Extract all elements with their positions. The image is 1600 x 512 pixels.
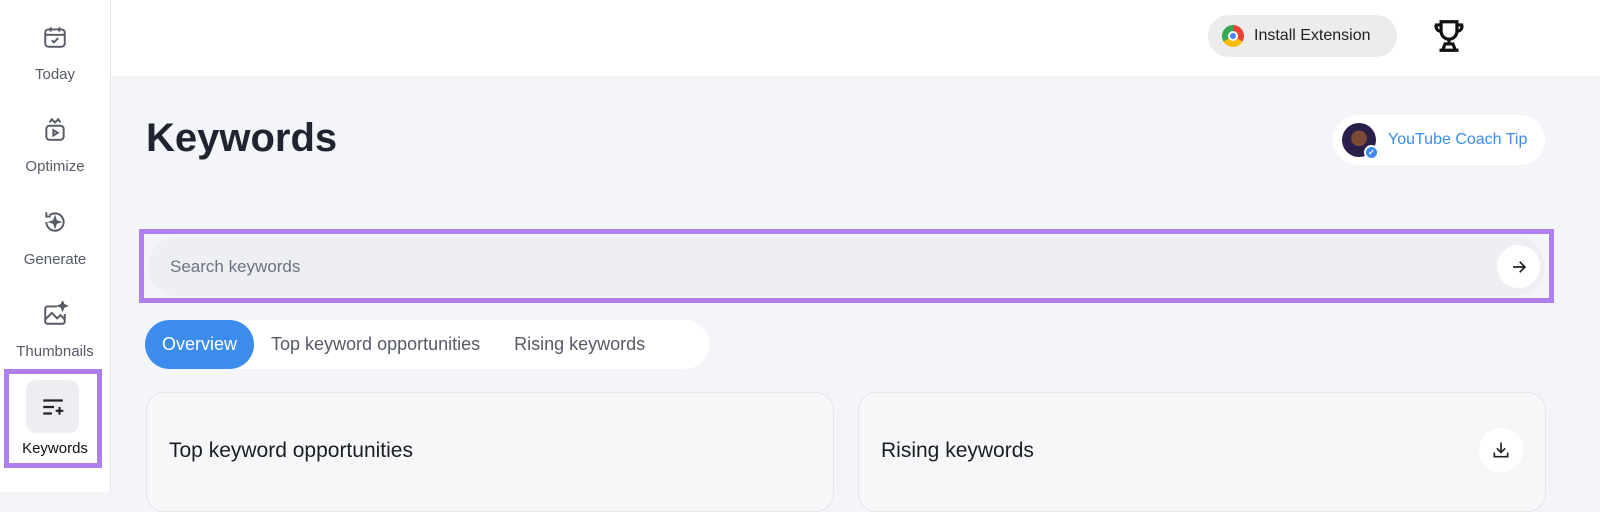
top-keyword-opportunities-card: Top keyword opportunities bbox=[146, 392, 834, 512]
search-highlight bbox=[139, 229, 1554, 303]
page-title: Keywords bbox=[146, 116, 338, 160]
install-extension-label: Install Extension bbox=[1254, 27, 1371, 44]
trophy-icon[interactable] bbox=[1430, 17, 1468, 55]
sidebar-item-label: Thumbnails bbox=[16, 343, 94, 360]
avatar: ✓ bbox=[1342, 123, 1379, 160]
image-sparkle-icon bbox=[44, 301, 68, 325]
list-plus-icon bbox=[42, 398, 63, 415]
sidebar-item-label: Generate bbox=[23, 251, 87, 268]
sidebar-item-label: Optimize bbox=[25, 158, 85, 175]
verified-check-icon: ✓ bbox=[1364, 145, 1379, 160]
sidebar-item-keywords[interactable] bbox=[26, 380, 79, 433]
sidebar-item-today[interactable]: Today bbox=[0, 24, 110, 83]
tab-bar: Overview Top keyword opportunities Risin… bbox=[145, 320, 709, 369]
sidebar-item-thumbnails[interactable]: Thumbnails bbox=[0, 301, 110, 360]
sidebar-item-label: Keywords bbox=[22, 440, 88, 457]
search-submit-button[interactable] bbox=[1497, 245, 1540, 288]
arrow-right-icon bbox=[1512, 260, 1526, 273]
install-extension-button[interactable]: Install Extension bbox=[1208, 15, 1397, 57]
card-title: Top keyword opportunities bbox=[169, 439, 413, 462]
calendar-check-icon bbox=[44, 27, 66, 48]
chrome-icon bbox=[1222, 25, 1244, 47]
download-icon bbox=[1493, 442, 1509, 458]
keywords-highlight bbox=[4, 369, 102, 468]
tab-overview[interactable]: Overview bbox=[145, 320, 255, 369]
sidebar: Today Optimize Generate Thumbnails Keywo… bbox=[0, 0, 111, 492]
search-bar bbox=[148, 237, 1545, 296]
search-input[interactable] bbox=[148, 237, 1448, 296]
sidebar-item-optimize[interactable]: Optimize bbox=[0, 116, 110, 175]
tab-rising-keywords[interactable]: Rising keywords bbox=[514, 334, 646, 354]
sidebar-item-generate[interactable]: Generate bbox=[0, 209, 110, 268]
tab-top-keyword-opportunities[interactable]: Top keyword opportunities bbox=[271, 334, 481, 354]
refresh-sparkle-icon bbox=[45, 212, 65, 232]
sidebar-item-label: Today bbox=[34, 66, 76, 83]
coach-tip-label: YouTube Coach Tip bbox=[1388, 131, 1528, 148]
download-button[interactable] bbox=[1479, 428, 1523, 472]
rising-keywords-card: Rising keywords bbox=[858, 392, 1546, 512]
video-play-icon bbox=[45, 117, 65, 141]
youtube-coach-tip-button[interactable]: ✓ YouTube Coach Tip bbox=[1333, 115, 1545, 165]
card-title: Rising keywords bbox=[881, 439, 1034, 462]
